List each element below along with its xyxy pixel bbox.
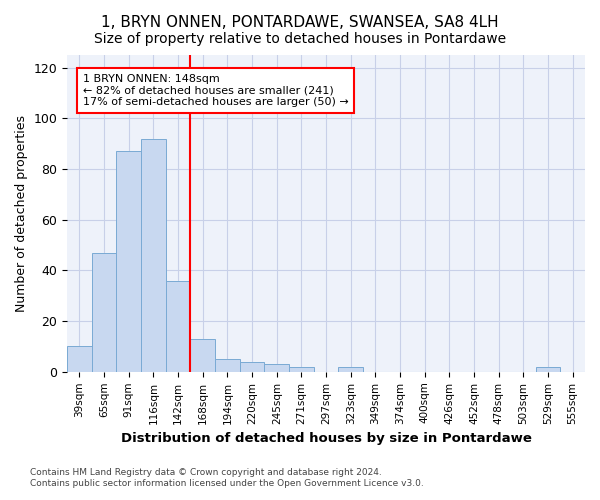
Bar xyxy=(240,362,265,372)
Text: Contains HM Land Registry data © Crown copyright and database right 2024.
Contai: Contains HM Land Registry data © Crown c… xyxy=(30,468,424,487)
X-axis label: Distribution of detached houses by size in Pontardawe: Distribution of detached houses by size … xyxy=(121,432,532,445)
Text: 1 BRYN ONNEN: 148sqm
← 82% of detached houses are smaller (241)
17% of semi-deta: 1 BRYN ONNEN: 148sqm ← 82% of detached h… xyxy=(83,74,349,107)
Text: 1, BRYN ONNEN, PONTARDAWE, SWANSEA, SA8 4LH: 1, BRYN ONNEN, PONTARDAWE, SWANSEA, SA8 … xyxy=(101,15,499,30)
Bar xyxy=(67,346,92,372)
Bar xyxy=(141,138,166,372)
Bar xyxy=(215,359,240,372)
Bar xyxy=(92,252,116,372)
Bar xyxy=(116,152,141,372)
Bar xyxy=(338,367,363,372)
Bar xyxy=(289,367,314,372)
Bar xyxy=(265,364,289,372)
Bar xyxy=(190,339,215,372)
Y-axis label: Number of detached properties: Number of detached properties xyxy=(15,115,28,312)
Text: Size of property relative to detached houses in Pontardawe: Size of property relative to detached ho… xyxy=(94,32,506,46)
Bar xyxy=(536,367,560,372)
Bar xyxy=(166,280,190,372)
